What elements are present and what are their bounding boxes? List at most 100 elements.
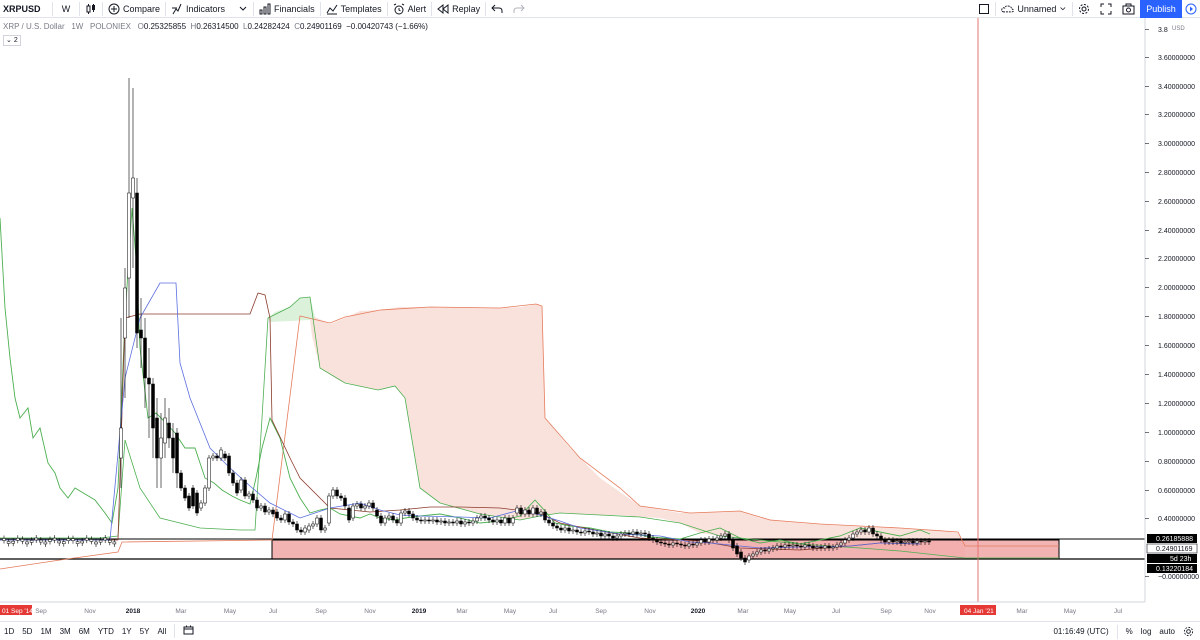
chart-canvas[interactable]: USD 3.8 3.60000000 3.40000000 3.20000000 3.0… — [0, 18, 1200, 620]
bear-candle — [735, 545, 739, 555]
bull-candle — [52, 537, 57, 541]
bull-candle — [759, 549, 763, 553]
senkou-span-b — [0, 303, 1059, 570]
bear-candle — [379, 515, 383, 524]
time-tick-label: 2020 — [691, 608, 706, 615]
undo-button[interactable] — [486, 0, 508, 18]
bull-candle — [867, 527, 871, 533]
bear-candle — [319, 517, 323, 531]
top-toolbar: XRPUSD W Compare Indicators Financials T… — [0, 0, 1200, 18]
templates-button[interactable]: Templates — [321, 0, 387, 18]
bear-candle — [427, 519, 431, 522]
candles-icon — [86, 3, 95, 14]
divider — [253, 1, 255, 16]
legend-open: 0.25325855 — [143, 22, 187, 31]
compare-button[interactable]: Compare — [103, 0, 165, 18]
bull-candle — [495, 519, 499, 523]
range-button-1d[interactable]: 1D — [4, 626, 15, 636]
bear-candle — [927, 540, 931, 543]
price-tick-label: −0.00000000 — [1158, 574, 1199, 581]
bear-candle — [627, 532, 631, 535]
log-scale-toggle[interactable]: log — [1140, 627, 1152, 636]
range-button-6m[interactable]: 6M — [78, 626, 90, 636]
interval-button[interactable]: W — [61, 3, 71, 14]
bull-candle — [751, 553, 755, 557]
snapshot-button[interactable] — [1117, 0, 1140, 18]
time-tick-label: Nov — [644, 608, 656, 615]
layout-name-button[interactable]: Unnamed — [996, 0, 1072, 18]
plus-circle-icon — [108, 3, 120, 14]
bear-candle — [491, 519, 495, 523]
lower-level-badge: 0.13220184 — [1156, 566, 1193, 573]
start-date-badge-bg — [0, 605, 32, 615]
bull-candle — [29, 540, 34, 543]
candle-series — [2, 78, 931, 565]
time-tick-label: Nov — [84, 608, 96, 615]
alert-button[interactable]: Alert — [388, 0, 432, 18]
publish-button[interactable]: Publish — [1140, 0, 1182, 18]
time-tick-label: Sep — [315, 608, 327, 615]
bull-candle — [839, 542, 843, 546]
chart-pane[interactable]: USD 3.8 3.60000000 3.40000000 3.20000000 3.0… — [0, 18, 1200, 620]
undo-icon — [491, 4, 503, 13]
redo-button[interactable] — [508, 0, 530, 18]
bull-candle — [283, 513, 287, 521]
go-to-date-button[interactable] — [179, 625, 198, 637]
range-button-1y[interactable]: 1Y — [121, 626, 132, 636]
financials-icon — [259, 3, 271, 14]
fullscreen-icon — [1100, 3, 1112, 15]
replay-button[interactable]: Replay — [432, 0, 485, 18]
chikou-span — [0, 207, 931, 545]
price-tick-label: 3.40000000 — [1158, 84, 1195, 91]
bull-candle — [11, 540, 15, 544]
range-button-ytd[interactable]: YTD — [97, 626, 114, 636]
bear-candle — [711, 538, 715, 541]
range-button-1m[interactable]: 1M — [40, 626, 52, 636]
price-tick-label: 2.80000000 — [1158, 170, 1195, 177]
multi-layout-button[interactable] — [973, 0, 995, 18]
range-button-5d[interactable]: 5D — [22, 626, 33, 636]
right-panel-toggle[interactable] — [1182, 0, 1200, 18]
bull-candle — [80, 540, 84, 544]
percent-scale-toggle[interactable]: % — [1125, 627, 1133, 636]
time-tick-label: May — [224, 608, 237, 615]
range-button-5y[interactable]: 5Y — [139, 626, 150, 636]
bear-candle — [575, 529, 579, 533]
chart-legend[interactable]: XRP / U.S. Dollar 1W POLONIEX O0.2532585… — [3, 22, 428, 31]
bull-candle — [439, 520, 443, 523]
bear-candle — [691, 543, 695, 546]
bear-candle — [827, 545, 831, 549]
financials-button[interactable]: Financials — [254, 0, 320, 18]
bear-candle — [347, 507, 351, 521]
bear-candle — [231, 472, 235, 484]
legend-exchange: POLONIEX — [90, 22, 131, 31]
range-button-3m[interactable]: 3M — [59, 626, 71, 636]
bull-candle — [387, 515, 391, 519]
chart-style-button[interactable] — [80, 0, 102, 18]
auto-scale-toggle[interactable]: auto — [1159, 627, 1175, 636]
utc-clock[interactable]: 01:16:49 (UTC) — [1053, 627, 1109, 636]
bull-candle — [447, 521, 451, 524]
bear-candle — [799, 545, 803, 548]
bull-candle — [803, 544, 807, 548]
price-axis[interactable]: USD 3.8 3.60000000 3.40000000 3.20000000 3.0… — [1144, 18, 1199, 602]
alarm-clock-icon — [393, 3, 404, 14]
bull-candle — [307, 525, 311, 531]
indicators-button[interactable]: Indicators — [166, 0, 253, 18]
bull-candle — [331, 489, 335, 497]
bull-candle — [563, 527, 567, 531]
gear-icon[interactable] — [1183, 626, 1194, 637]
bull-candle — [783, 544, 787, 548]
bear-candle — [483, 515, 487, 519]
price-axis-currency: USD — [1172, 26, 1185, 32]
range-button-all[interactable]: All — [157, 626, 167, 636]
fullscreen-button[interactable] — [1095, 0, 1117, 18]
bull-candle — [531, 507, 535, 515]
indicator-count-badge[interactable]: ⌄ 2 — [3, 35, 21, 46]
settings-button[interactable] — [1073, 0, 1095, 18]
bull-candle — [57, 540, 61, 544]
bear-candle — [527, 509, 531, 515]
time-axis[interactable]: Sep Nov 2018 Mar May Jul Sep Nov 2019 Mar May Jul Se… — [0, 601, 1145, 615]
symbol-search[interactable]: XRPUSD — [3, 3, 41, 14]
redo-icon — [513, 4, 525, 13]
